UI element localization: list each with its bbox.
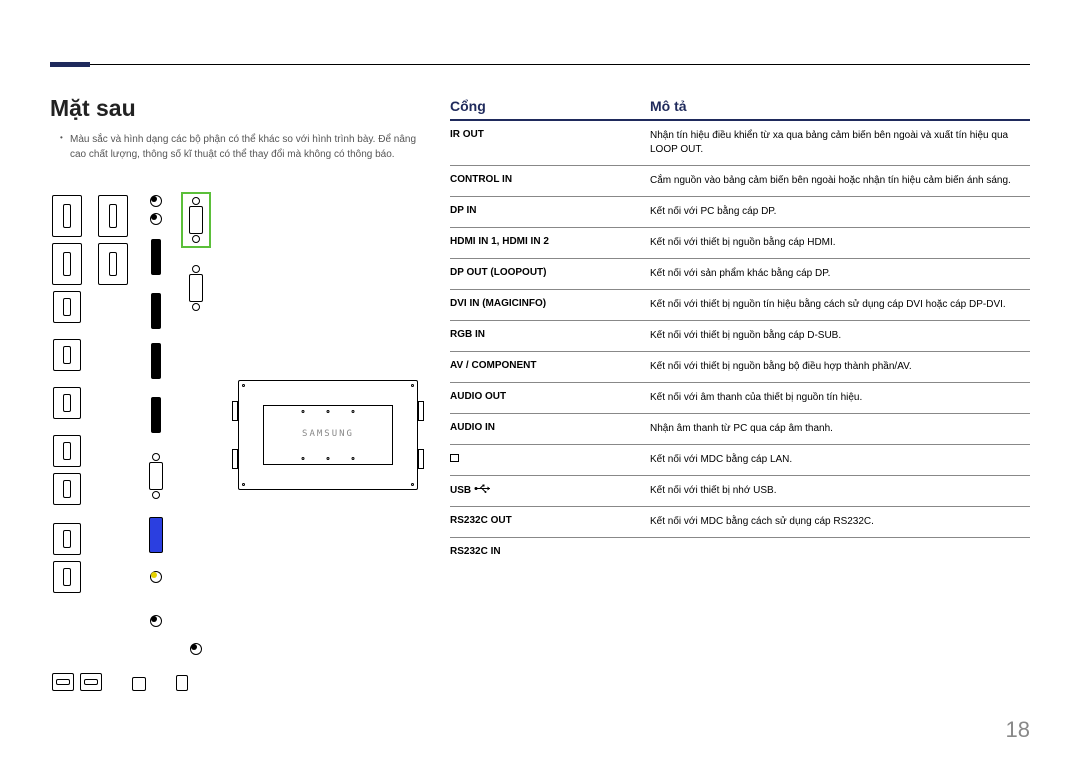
- table-row: RS232C OUTKết nối với MDC bằng cách sử d…: [450, 507, 1030, 538]
- table-cell-desc: Kết nối với MDC bằng cáp LAN.: [650, 453, 792, 467]
- table-header-port: Cổng: [450, 98, 650, 114]
- table-cell-port: AV / COMPONENT: [450, 360, 650, 371]
- jack-icon-yellow: [150, 571, 162, 583]
- table-cell-desc: Kết nối với MDC bằng cách sử dụng cáp RS…: [650, 515, 874, 529]
- section-title: Mặt sau: [50, 95, 136, 122]
- table-cell-desc: Kết nối với thiết bị nhớ USB.: [650, 484, 777, 498]
- jack-icon: [150, 615, 162, 627]
- port-icon: [53, 387, 81, 419]
- port-icon: [53, 561, 81, 593]
- back-panel-illustration: SAMSUNG: [238, 380, 418, 490]
- port-icon: [151, 343, 161, 379]
- port-icon: [151, 239, 161, 275]
- port-icon: [53, 473, 81, 505]
- table-cell-desc: Kết nối với âm thanh của thiết bị nguồn …: [650, 391, 862, 405]
- table-cell-desc: Kết nối với thiết bị nguồn tín hiệu bằng…: [650, 298, 1006, 312]
- port-icon: [176, 675, 188, 691]
- table-cell-desc: Kết nối với PC bằng cáp DP.: [650, 205, 776, 219]
- jack-icon: [190, 643, 202, 655]
- port-icon: [151, 293, 161, 329]
- table-cell-desc: Kết nối với thiết bị nguồn bằng cáp D-SU…: [650, 329, 841, 343]
- table-row: AUDIO OUTKết nối với âm thanh của thiết …: [450, 383, 1030, 414]
- lan-icon: [450, 454, 459, 462]
- page-number: 18: [1006, 717, 1030, 743]
- table-cell-desc: Kết nối với sản phẩm khác bằng cáp DP.: [650, 267, 830, 281]
- table-header-desc: Mô tả: [650, 98, 687, 114]
- table-cell-desc: Kết nối với thiết bị nguồn bằng bộ điều …: [650, 360, 912, 374]
- table-cell-port: RS232C IN: [450, 546, 650, 557]
- table-row: Kết nối với MDC bằng cáp LAN.: [450, 445, 1030, 476]
- dsub-icon: [184, 263, 208, 313]
- dvi-icon: [144, 451, 168, 501]
- port-icon: [52, 243, 82, 285]
- port-icon: [52, 673, 74, 691]
- table-row: AUDIO INNhận âm thanh từ PC qua cáp âm t…: [450, 414, 1030, 445]
- port-icon: [52, 195, 82, 237]
- port-column-3: [144, 195, 168, 627]
- port-icon: [132, 677, 146, 691]
- table-header-row: Cổng Mô tả: [450, 98, 1030, 121]
- port-icon: [98, 243, 128, 285]
- table-cell-port: [450, 453, 650, 464]
- table-cell-port: HDMI IN 1, HDMI IN 2: [450, 236, 650, 247]
- usb-icon: [474, 484, 492, 496]
- port-icon: [98, 195, 128, 237]
- table-cell-port: AUDIO OUT: [450, 391, 650, 402]
- table-row: USB Kết nối với thiết bị nhớ USB.: [450, 476, 1030, 507]
- table-row: HDMI IN 1, HDMI IN 2Kết nối với thiết bị…: [450, 228, 1030, 259]
- table-row: RGB INKết nối với thiết bị nguồn bằng cá…: [450, 321, 1030, 352]
- port-icon: [53, 523, 81, 555]
- jack-icon: [150, 195, 162, 207]
- table-rows: IR OUTNhận tín hiệu điều khiển từ xa qua…: [450, 121, 1030, 565]
- port-icon: [53, 435, 81, 467]
- note-text: Màu sắc và hình dạng các bộ phận có thể …: [60, 132, 430, 162]
- table-cell-port: IR OUT: [450, 129, 650, 140]
- table-cell-port: RGB IN: [450, 329, 650, 340]
- table-cell-desc: Nhận tín hiệu điều khiển từ xa qua bảng …: [650, 129, 1030, 157]
- top-border-rule: [50, 64, 1030, 65]
- panel-logo: SAMSUNG: [302, 429, 354, 439]
- port-icon: [53, 339, 81, 371]
- table-cell-port: RS232C OUT: [450, 515, 650, 526]
- port-icon: [151, 397, 161, 433]
- table-row: RS232C IN: [450, 538, 1030, 565]
- port-column-4: [184, 195, 208, 655]
- table-cell-desc: Nhận âm thanh từ PC qua cáp âm thanh.: [650, 422, 833, 436]
- ports-table: Cổng Mô tả IR OUTNhận tín hiệu điều khiể…: [450, 98, 1030, 565]
- port-icon: [53, 291, 81, 323]
- table-row: CONTROL INCắm nguồn vào bảng cảm biến bê…: [450, 166, 1030, 197]
- note-bullet: Màu sắc và hình dạng các bộ phận có thể …: [60, 132, 430, 162]
- table-cell-desc: Kết nối với thiết bị nguồn bằng cáp HDMI…: [650, 236, 836, 250]
- port-icon: [80, 673, 102, 691]
- jack-icon: [150, 213, 162, 225]
- dsub-icon-highlighted: [184, 195, 208, 245]
- table-row: IR OUTNhận tín hiệu điều khiển từ xa qua…: [450, 121, 1030, 166]
- table-cell-desc: Cắm nguồn vào bảng cảm biến bên ngoài ho…: [650, 174, 1011, 188]
- table-row: DP OUT (LOOPOUT)Kết nối với sản phẩm khá…: [450, 259, 1030, 290]
- table-cell-port: USB: [450, 484, 650, 496]
- table-cell-port: DP OUT (LOOPOUT): [450, 267, 650, 278]
- table-row: DVI IN (MAGICINFO)Kết nối với thiết bị n…: [450, 290, 1030, 321]
- table-cell-port: DVI IN (MAGICINFO): [450, 298, 650, 309]
- table-row: DP INKết nối với PC bằng cáp DP.: [450, 197, 1030, 228]
- table-row: AV / COMPONENTKết nối với thiết bị nguồn…: [450, 352, 1030, 383]
- top-border-accent: [50, 62, 90, 67]
- port-column-2: [98, 195, 128, 285]
- port-icon-blue: [149, 517, 163, 553]
- port-column-1: [52, 195, 82, 593]
- table-cell-port: AUDIO IN: [450, 422, 650, 433]
- table-cell-port: DP IN: [450, 205, 650, 216]
- port-bottom-row: [52, 673, 188, 691]
- table-cell-port: CONTROL IN: [450, 174, 650, 185]
